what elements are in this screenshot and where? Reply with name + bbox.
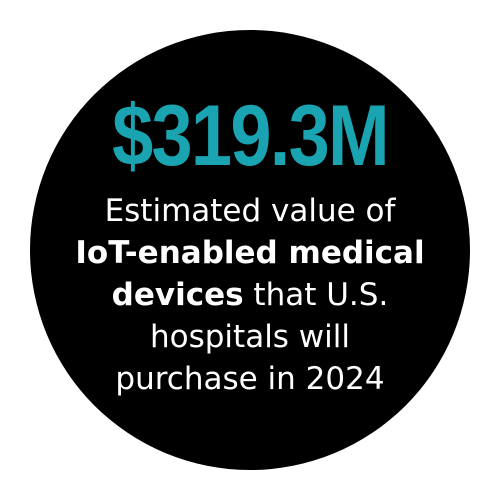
caption-line-3-rest: that U.S. — [243, 277, 389, 313]
caption-line-3: devices that U.S. — [30, 274, 470, 316]
caption-line-5: purchase in 2024 — [115, 361, 385, 397]
caption-line-3-bold: devices — [111, 277, 244, 313]
stat-card: $319.3M Estimated value of IoT-enabled m… — [30, 30, 470, 470]
caption-line-4: hospitals will — [149, 319, 351, 355]
caption-line-1: Estimated value of — [104, 193, 396, 229]
black-circle-background — [30, 30, 470, 470]
caption-line-2: IoT-enabled medical — [75, 235, 425, 271]
stat-caption: Estimated value of IoT-enabled medical d… — [30, 190, 470, 400]
stat-value: $319.3M — [112, 88, 390, 184]
